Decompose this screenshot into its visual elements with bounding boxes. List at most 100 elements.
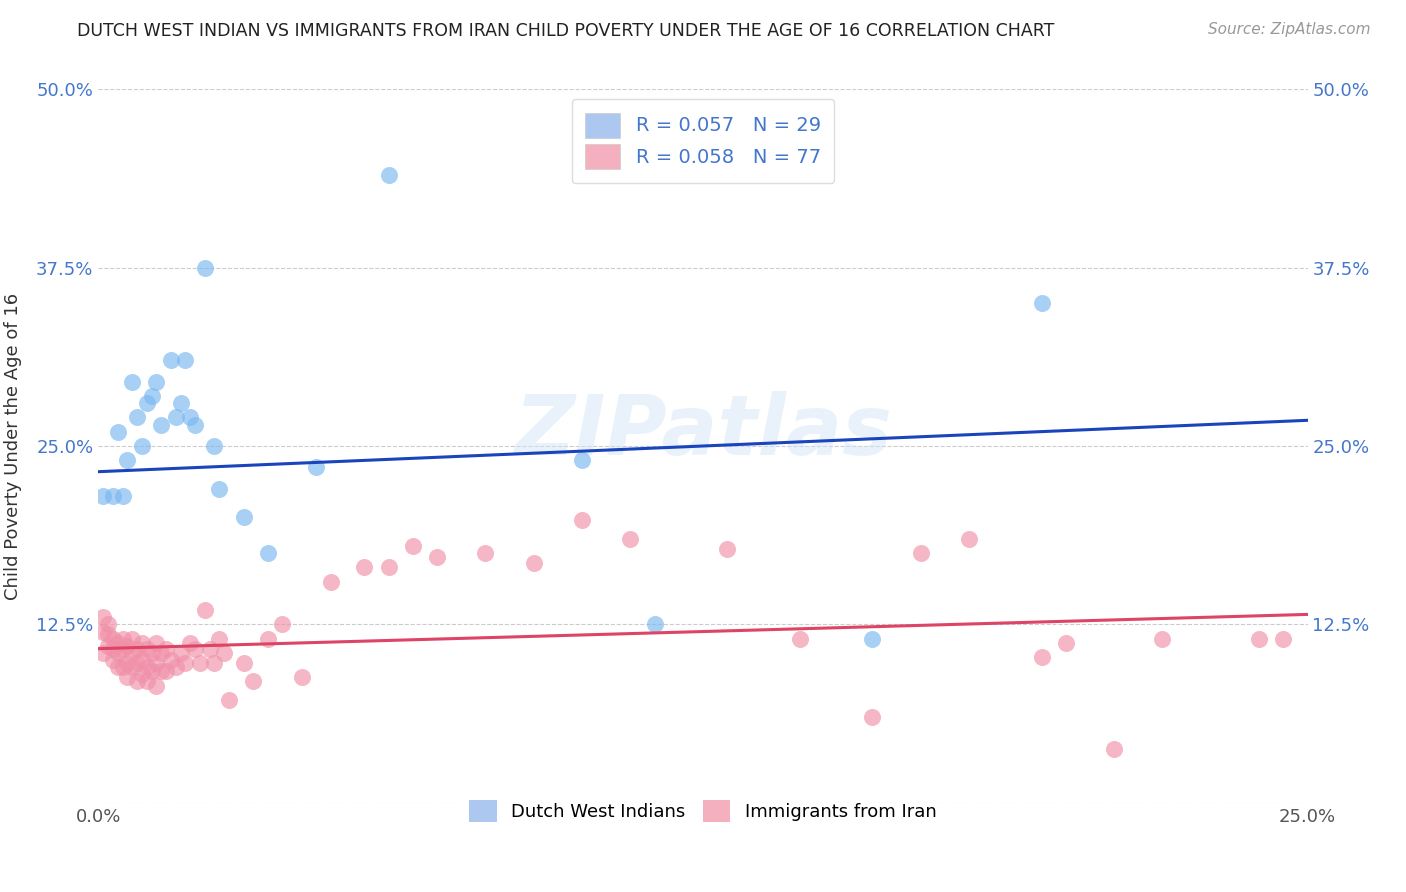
- Point: [101, 653, 124, 667]
- Point: [160, 353, 183, 368]
- Point: [910, 546, 932, 560]
- Point: [1054, 636, 1077, 650]
- Point: [860, 710, 883, 724]
- Point: [101, 489, 124, 503]
- Point: [111, 489, 134, 503]
- Point: [135, 396, 157, 410]
- Legend: Dutch West Indians, Immigrants from Iran: Dutch West Indians, Immigrants from Iran: [458, 789, 948, 833]
- Point: [111, 632, 134, 646]
- Point: [117, 639, 139, 653]
- Point: [402, 539, 425, 553]
- Point: [184, 641, 207, 656]
- Point: [107, 425, 129, 439]
- Point: [789, 632, 811, 646]
- Point: [131, 667, 153, 681]
- Point: [256, 546, 278, 560]
- Point: [145, 656, 167, 670]
- Point: [716, 541, 738, 556]
- Point: [644, 617, 666, 632]
- Point: [121, 646, 143, 660]
- Point: [1272, 632, 1295, 646]
- Point: [127, 641, 149, 656]
- Point: [474, 546, 496, 560]
- Point: [150, 665, 173, 679]
- Point: [145, 375, 167, 389]
- Point: [290, 670, 312, 684]
- Point: [256, 632, 278, 646]
- Point: [426, 550, 449, 565]
- Text: ZIPatlas: ZIPatlas: [515, 392, 891, 472]
- Point: [127, 674, 149, 689]
- Point: [204, 656, 226, 670]
- Point: [97, 627, 120, 641]
- Point: [127, 656, 149, 670]
- Point: [1031, 296, 1053, 310]
- Point: [135, 660, 157, 674]
- Point: [150, 646, 173, 660]
- Point: [101, 632, 124, 646]
- Point: [91, 610, 114, 624]
- Point: [141, 389, 163, 403]
- Point: [188, 656, 211, 670]
- Point: [145, 679, 167, 693]
- Point: [179, 636, 201, 650]
- Point: [145, 636, 167, 650]
- Point: [131, 636, 153, 650]
- Point: [212, 646, 235, 660]
- Point: [117, 453, 139, 467]
- Point: [121, 632, 143, 646]
- Point: [155, 641, 177, 656]
- Point: [571, 513, 593, 527]
- Point: [319, 574, 342, 589]
- Point: [150, 417, 173, 432]
- Point: [165, 660, 187, 674]
- Point: [271, 617, 294, 632]
- Point: [141, 665, 163, 679]
- Point: [131, 653, 153, 667]
- Point: [377, 168, 399, 182]
- Point: [135, 641, 157, 656]
- Point: [860, 632, 883, 646]
- Point: [208, 482, 231, 496]
- Point: [141, 646, 163, 660]
- Point: [97, 617, 120, 632]
- Point: [155, 665, 177, 679]
- Point: [218, 693, 240, 707]
- Point: [131, 439, 153, 453]
- Point: [242, 674, 264, 689]
- Point: [619, 532, 641, 546]
- Point: [204, 439, 226, 453]
- Point: [111, 660, 134, 674]
- Point: [184, 417, 207, 432]
- Point: [198, 641, 221, 656]
- Point: [957, 532, 980, 546]
- Point: [179, 410, 201, 425]
- Point: [107, 636, 129, 650]
- Point: [91, 489, 114, 503]
- Point: [208, 632, 231, 646]
- Point: [91, 624, 114, 639]
- Point: [160, 653, 183, 667]
- Point: [1031, 650, 1053, 665]
- Y-axis label: Child Poverty Under the Age of 16: Child Poverty Under the Age of 16: [4, 293, 22, 599]
- Point: [107, 660, 129, 674]
- Point: [353, 560, 375, 574]
- Point: [127, 410, 149, 425]
- Text: Source: ZipAtlas.com: Source: ZipAtlas.com: [1208, 22, 1371, 37]
- Point: [117, 656, 139, 670]
- Point: [571, 453, 593, 467]
- Point: [523, 556, 546, 570]
- Point: [194, 603, 217, 617]
- Point: [377, 560, 399, 574]
- Point: [169, 396, 191, 410]
- Point: [232, 656, 254, 670]
- Text: DUTCH WEST INDIAN VS IMMIGRANTS FROM IRAN CHILD POVERTY UNDER THE AGE OF 16 CORR: DUTCH WEST INDIAN VS IMMIGRANTS FROM IRA…: [77, 22, 1054, 40]
- Point: [169, 646, 191, 660]
- Point: [194, 260, 217, 275]
- Point: [165, 410, 187, 425]
- Point: [305, 460, 328, 475]
- Point: [117, 670, 139, 684]
- Point: [121, 375, 143, 389]
- Point: [1152, 632, 1174, 646]
- Point: [1249, 632, 1271, 646]
